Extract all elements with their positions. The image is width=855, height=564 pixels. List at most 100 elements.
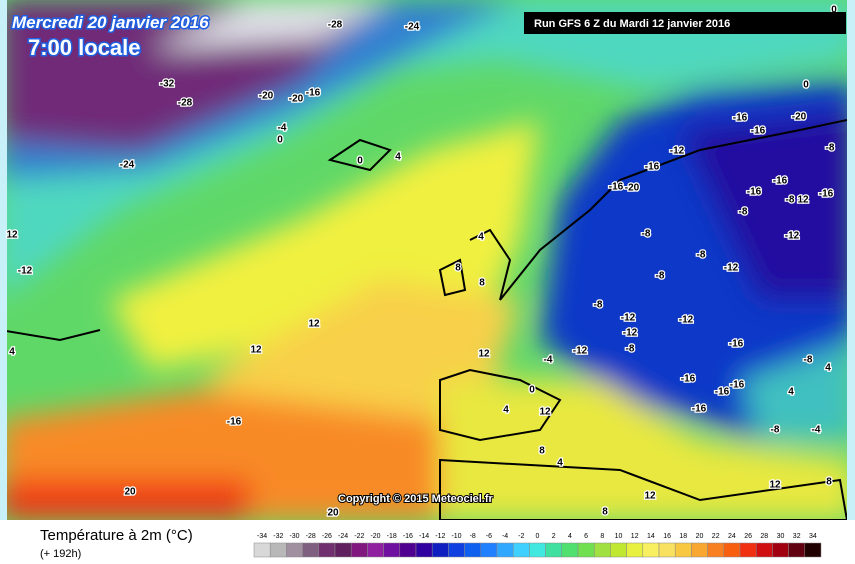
legend-tick: 18 [679,533,687,540]
contour-label: 0 [529,385,535,396]
legend-swatch [691,542,708,558]
legend-tick: 32 [793,533,801,540]
legend-swatch [464,542,482,558]
contour-label: -28 [328,20,343,31]
legend-tick: 14 [647,533,655,540]
contour-label: -8 [804,355,813,366]
legend-tick: -4 [502,533,508,540]
legend-swatch [399,542,417,558]
contour-label: -16 [819,189,834,200]
contour-label: 0 [831,5,837,16]
legend-swatch [593,542,611,558]
contour-label: 12 [769,480,781,491]
legend-tick: 6 [584,533,588,540]
copyright: Copyright © 2015 Meteociel.fr [338,493,494,505]
legend-tick: 8 [600,533,604,540]
legend-swatch [529,542,546,558]
date: Mercredi 20 janvier 2016 [12,13,209,32]
legend-swatch [658,542,676,558]
contour-label: -16 [306,88,321,99]
legend-swatch [302,542,320,558]
contour-label: 0 [803,80,809,91]
legend-tick: 20 [696,533,704,540]
legend-swatch [415,542,433,558]
contour-label: -24 [405,22,420,33]
contour-label: -28 [178,98,193,109]
contour-label: -12 [621,313,636,324]
contour-label: 8 [479,278,485,289]
legend-tick: -6 [486,533,492,540]
contour-label: -8 [826,143,835,154]
legend-tick: -18 [387,533,397,540]
contour-label: -12 [679,315,694,326]
legend-tick: -32 [273,533,283,540]
legend-tick: -2 [518,533,524,540]
contour-label: 4 [478,232,484,243]
contour-label: 8 [602,507,608,518]
contour-label: 12 [644,491,656,502]
legend-tick: -22 [354,533,364,540]
contour-label: 0 [357,156,363,167]
contour-label: -8 [642,229,651,240]
legend-swatch [512,542,530,558]
legend-swatch [707,542,725,558]
contour-label: -12 [18,266,33,277]
contour-label: 8 [826,477,832,488]
contour-label: -24 [120,160,135,171]
legend-swatch [334,542,352,558]
legend-swatch [804,542,822,558]
contour-label: 20 [124,487,136,498]
legend-tick: -14 [419,533,429,540]
contour-label: -16 [227,417,242,428]
legend-tick: -12 [435,533,445,540]
legend-tick: -28 [306,533,316,540]
legend-tick: 34 [809,533,817,540]
map [7,0,847,520]
legend-swatch [772,542,789,558]
legend-swatch [367,542,384,558]
legend-tick: 28 [760,533,768,540]
contour-label: 12 [478,349,490,360]
contour-label: 12 [797,195,809,206]
contour-label: -12 [670,146,685,157]
contour-label: 4 [825,363,831,374]
legend-tick: 26 [744,533,752,540]
contour-label: 4 [9,347,15,358]
contour-label: 4 [395,152,401,163]
contour-label: -16 [681,374,696,385]
contour-label: -16 [747,187,762,198]
contour-label: -20 [792,112,807,123]
legend-title: Température à 2m (°C) [40,527,193,544]
legend-tick: 2 [552,533,556,540]
legend-swatch [561,542,579,558]
legend-swatch [626,542,644,558]
legend-tick: -10 [451,533,461,540]
contour-label: 12 [6,230,18,241]
legend-swatch [350,542,368,558]
contour-label: -16 [733,113,748,124]
contour-label: -16 [692,404,707,415]
legend-swatch [788,542,806,558]
contour-label: -16 [645,162,660,173]
legend-tick: 12 [631,533,639,540]
legend-swatch [610,542,627,558]
legend-swatch [269,542,287,558]
contour-label: -16 [751,126,766,137]
legend-tick: -30 [289,533,299,540]
legend-tick: 22 [712,533,720,540]
contour-label: -16 [609,182,624,193]
legend-swatch [739,542,757,558]
contour-label: -8 [771,425,780,436]
legend-tick: -26 [322,533,332,540]
contour-label: -8 [594,300,603,311]
legend-swatch [383,542,401,558]
legend-tick: 16 [663,533,671,540]
legend-swatch [642,542,660,558]
legend-swatch [480,542,498,558]
time: 7:00 locale [28,35,141,60]
legend-tick: 24 [728,533,736,540]
legend-swatch [674,542,692,558]
contour-label: 0 [277,135,283,146]
contour-label: -8 [656,271,665,282]
